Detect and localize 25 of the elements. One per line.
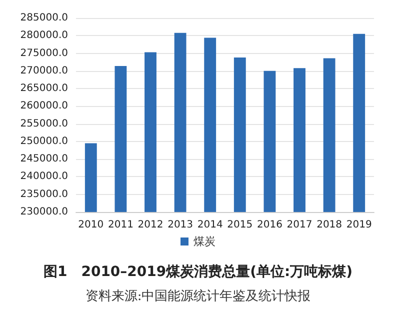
x-tick-label: 2016 xyxy=(256,220,282,230)
y-tick-label: 235000.0 xyxy=(20,188,68,200)
x-tick-label: 2014 xyxy=(197,220,223,230)
y-tick-label: 260000.0 xyxy=(20,100,68,112)
y-tick-label: 285000.0 xyxy=(20,12,68,24)
text: 图1 2010–2019煤炭消费总量(单位:万吨标煤) xyxy=(43,264,353,280)
legend-label: 煤炭 xyxy=(194,235,216,248)
x-tick-label: 2019 xyxy=(346,220,372,230)
y-tick-label: 270000.0 xyxy=(20,65,68,76)
text: 资料来源:中国能源统计年鉴及统计快报 xyxy=(85,289,311,304)
y-tick-label: 275000.0 xyxy=(20,48,68,59)
x-tick-label: 2011 xyxy=(108,220,134,230)
x-tick-label: 2017 xyxy=(286,220,312,230)
y-tick-label: 265000.0 xyxy=(20,83,68,94)
y-tick-label: 280000.0 xyxy=(20,30,68,42)
y-tick-label: 240000.0 xyxy=(20,171,68,182)
x-tick-label: 2013 xyxy=(168,220,194,230)
y-tick-label: 230000.0 xyxy=(20,206,68,218)
y-tick-label: 245000.0 xyxy=(20,154,68,165)
x-tick-label: 2015 xyxy=(227,220,253,230)
y-tick-label: 255000.0 xyxy=(20,118,68,130)
y-tick-label: 250000.0 xyxy=(20,136,68,147)
x-tick-label: 2010 xyxy=(78,220,104,230)
x-tick-label: 2018 xyxy=(316,220,342,230)
x-tick-label: 2012 xyxy=(138,220,164,230)
